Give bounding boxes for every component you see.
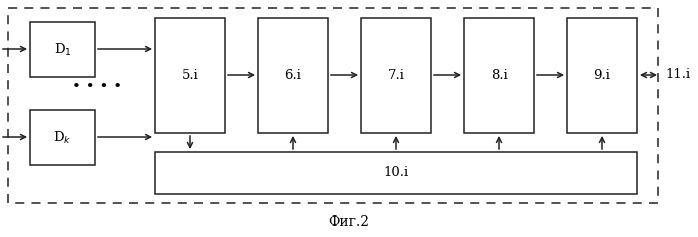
Text: D$_k$: D$_k$: [53, 129, 72, 146]
Bar: [30, 110, 95, 165]
Text: 9.i: 9.i: [593, 69, 611, 82]
Bar: [361, 18, 431, 133]
Text: 5.i: 5.i: [181, 69, 198, 82]
Text: 8.i: 8.i: [491, 69, 507, 82]
Bar: [464, 18, 534, 133]
Bar: [8, 8, 658, 203]
Text: 6.i: 6.i: [285, 69, 302, 82]
Text: Фиг.2: Фиг.2: [329, 215, 369, 229]
Bar: [567, 18, 637, 133]
Text: 10.i: 10.i: [383, 167, 408, 179]
Text: D$_1$: D$_1$: [54, 41, 71, 58]
Text: 7.i: 7.i: [387, 69, 404, 82]
Bar: [30, 22, 95, 77]
Bar: [258, 18, 328, 133]
Text: • • • •: • • • •: [72, 80, 122, 94]
Bar: [155, 152, 637, 194]
Text: 11.i: 11.i: [665, 68, 690, 82]
Bar: [155, 18, 225, 133]
